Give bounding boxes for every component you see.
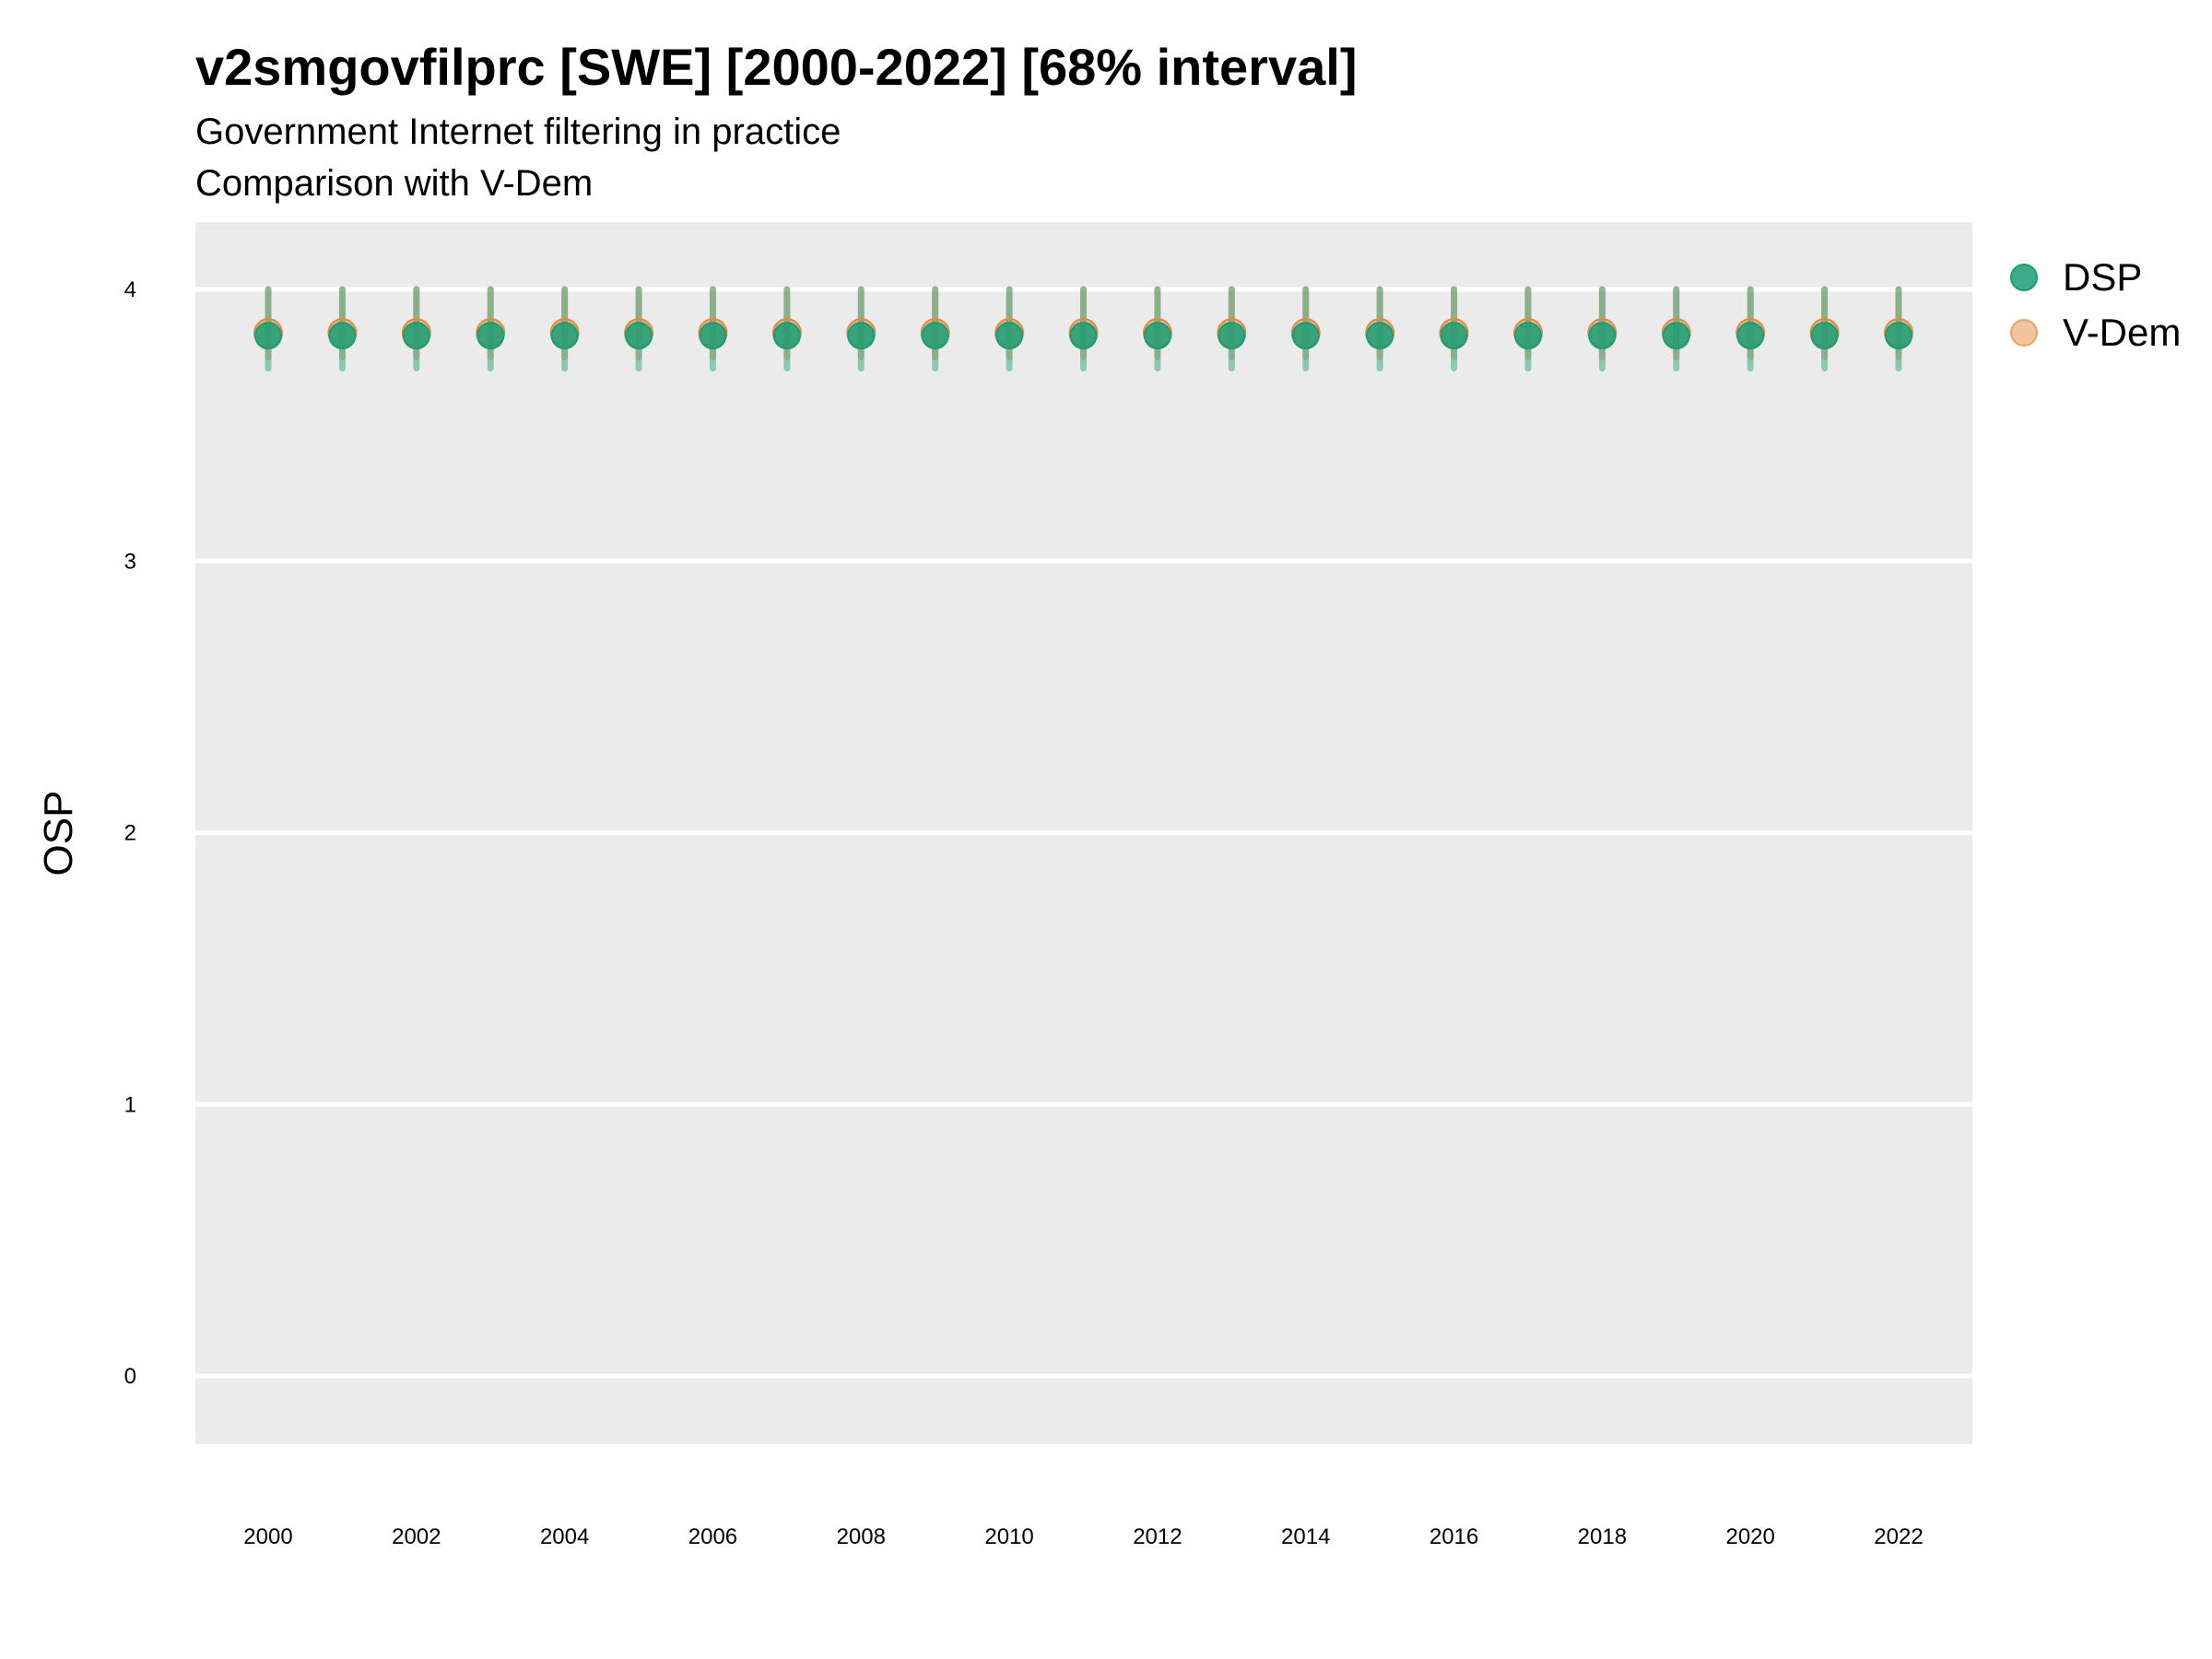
point-dsp <box>1218 322 1246 350</box>
point-dsp <box>1662 322 1690 350</box>
x-tick-label: 2004 <box>540 1524 589 1549</box>
point-dsp <box>772 322 801 350</box>
point-dsp <box>1588 322 1617 350</box>
legend-label-dsp: DSP <box>2063 255 2142 299</box>
point-dsp <box>1366 322 1394 350</box>
legend-label-vdem: V-Dem <box>2063 311 2181 354</box>
x-tick-label: 2022 <box>1874 1524 1923 1549</box>
point-dsp <box>699 322 727 350</box>
y-tick-label: 4 <box>124 277 136 302</box>
x-tick-label: 2012 <box>1133 1524 1182 1549</box>
x-tick-label: 2010 <box>984 1524 1033 1549</box>
point-dsp <box>1143 322 1171 350</box>
x-tick-label: 2014 <box>1281 1524 1330 1549</box>
chart-caption: Comparison with V-Dem <box>195 163 593 204</box>
x-tick-label: 2020 <box>1725 1524 1774 1549</box>
point-dsp <box>1736 322 1765 350</box>
point-dsp <box>921 322 949 350</box>
point-dsp <box>254 322 282 350</box>
point-dsp <box>550 322 579 350</box>
y-tick-label: 0 <box>124 1364 136 1389</box>
x-tick-label: 2016 <box>1430 1524 1478 1549</box>
x-tick-label: 2018 <box>1578 1524 1627 1549</box>
y-axis-label: OSP <box>36 791 81 877</box>
legend: DSP V-Dem <box>2010 255 2181 354</box>
chart-title: v2smgovfilprc [SWE] [2000-2022] [68% int… <box>195 38 1357 96</box>
y-tick-label: 3 <box>124 549 136 574</box>
point-dsp <box>995 322 1024 350</box>
chart-subtitle: Government Internet filtering in practic… <box>195 112 841 152</box>
point-dsp <box>847 322 876 350</box>
y-tick-label: 2 <box>124 821 136 846</box>
point-dsp <box>1440 322 1468 350</box>
point-dsp <box>1513 322 1542 350</box>
point-dsp <box>625 322 653 350</box>
x-tick-label: 2006 <box>688 1524 737 1549</box>
point-dsp <box>1885 322 1912 350</box>
point-dsp <box>402 322 430 350</box>
point-dsp <box>328 322 357 350</box>
point-dsp <box>1069 322 1098 350</box>
point-dsp <box>477 322 505 350</box>
x-tick-label: 2000 <box>243 1524 292 1549</box>
x-tick-label: 2008 <box>837 1524 886 1549</box>
legend-key-vdem <box>2010 319 2038 347</box>
legend-key-dsp <box>2010 264 2038 291</box>
y-tick-label: 1 <box>124 1092 136 1117</box>
point-dsp <box>1291 322 1320 350</box>
point-dsp <box>1810 322 1839 350</box>
x-tick-label: 2002 <box>392 1524 441 1549</box>
